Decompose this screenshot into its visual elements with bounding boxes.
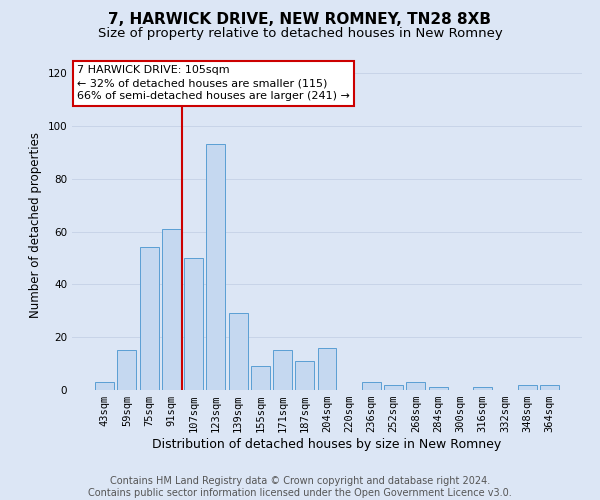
Bar: [162, 229, 181, 390]
Bar: [206, 144, 225, 390]
Y-axis label: Number of detached properties: Number of detached properties: [29, 132, 42, 318]
Text: Contains HM Land Registry data © Crown copyright and database right 2024.
Contai: Contains HM Land Registry data © Crown c…: [88, 476, 512, 498]
Bar: [540, 384, 559, 390]
X-axis label: Distribution of detached houses by size in New Romney: Distribution of detached houses by size …: [152, 438, 502, 451]
Bar: [118, 350, 136, 390]
Bar: [229, 314, 248, 390]
Bar: [295, 361, 314, 390]
Bar: [518, 384, 536, 390]
Bar: [251, 366, 270, 390]
Bar: [429, 388, 448, 390]
Bar: [140, 248, 158, 390]
Bar: [273, 350, 292, 390]
Bar: [184, 258, 203, 390]
Bar: [95, 382, 114, 390]
Text: Size of property relative to detached houses in New Romney: Size of property relative to detached ho…: [98, 28, 502, 40]
Bar: [384, 384, 403, 390]
Bar: [473, 388, 492, 390]
Bar: [406, 382, 425, 390]
Bar: [362, 382, 381, 390]
Bar: [317, 348, 337, 390]
Text: 7 HARWICK DRIVE: 105sqm
← 32% of detached houses are smaller (115)
66% of semi-d: 7 HARWICK DRIVE: 105sqm ← 32% of detache…: [77, 65, 350, 102]
Text: 7, HARWICK DRIVE, NEW ROMNEY, TN28 8XB: 7, HARWICK DRIVE, NEW ROMNEY, TN28 8XB: [109, 12, 491, 28]
